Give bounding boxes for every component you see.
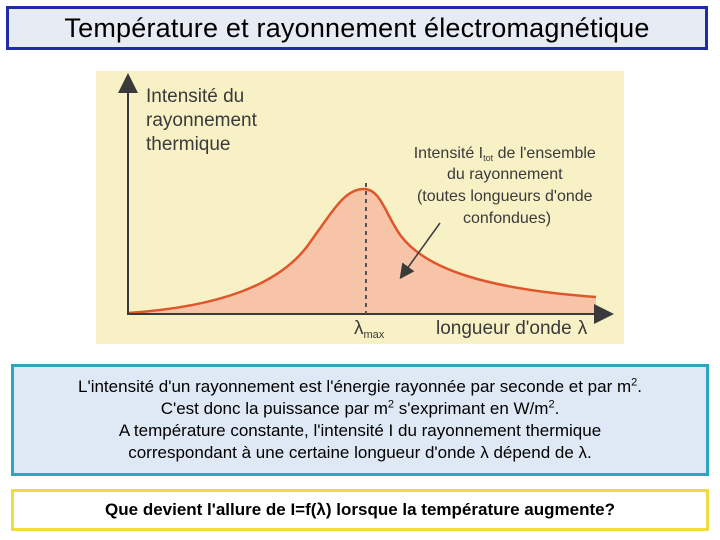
slide-title: Température et rayonnement électromagnét…: [64, 12, 650, 43]
y-axis-label-line-2: rayonnement: [146, 110, 258, 131]
definition-line-2: C'est donc la puissance par m2 s'exprima…: [160, 398, 560, 418]
total-intensity-annotation: Intensité Itot de l'ensemble du rayonnem…: [414, 145, 601, 227]
curve-area: [128, 189, 596, 313]
y-axis-label-line-3: thermique: [146, 134, 231, 155]
intensity-diagram: Intensité du rayonnement thermique Inten…: [96, 71, 624, 344]
annotation-arrow: [399, 222, 441, 280]
y-axis-label-line-1: Intensité du: [146, 86, 244, 107]
lambda-max-label: λmax: [354, 318, 385, 341]
question-text: Que devient l'allure de I=f(λ) lorsque l…: [105, 500, 615, 519]
definition-line-3: A température constante, l'intensité I d…: [118, 421, 602, 440]
x-axis-label: longueur d'onde λ: [436, 318, 588, 339]
intensity-curve: [127, 187, 597, 315]
y-axis-label: Intensité du rayonnement thermique: [146, 86, 262, 155]
definition-box: L'intensité d'un rayonnement est l'énerg…: [11, 364, 709, 476]
slide-title-box: Température et rayonnement électromagnét…: [6, 6, 708, 50]
definition-line-4: correspondant à une certaine longueur d'…: [128, 443, 592, 462]
question-box: Que devient l'allure de I=f(λ) lorsque l…: [11, 489, 709, 531]
definition-line-1: L'intensité d'un rayonnement est l'énerg…: [78, 376, 642, 396]
intensity-diagram-svg: Intensité du rayonnement thermique Inten…: [118, 73, 614, 341]
